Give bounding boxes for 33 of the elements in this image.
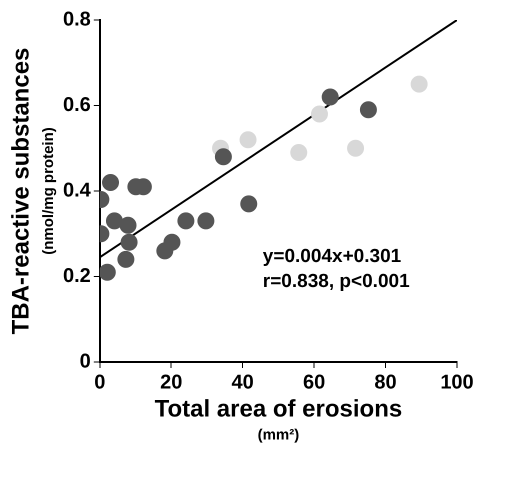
- x-axis-title: Total area of erosions (mm²): [154, 396, 402, 444]
- x-tick-label: 0: [94, 372, 106, 394]
- point: [197, 212, 214, 230]
- point: [102, 174, 120, 191]
- point: [106, 212, 123, 230]
- point: [310, 106, 328, 123]
- point: [214, 148, 232, 166]
- y-tick-label: 0.2: [62, 265, 91, 288]
- point: [322, 88, 339, 106]
- point: [240, 195, 258, 212]
- y-tick-label: 0.4: [62, 180, 92, 202]
- x-tick-label: 100: [440, 372, 474, 394]
- point: [177, 212, 194, 230]
- annotation: r=0.838, p<0.001: [262, 271, 410, 292]
- point: [347, 140, 364, 157]
- point: [163, 234, 180, 251]
- annotation: y=0.004x+0.301: [262, 246, 402, 267]
- point: [120, 234, 138, 251]
- point: [410, 76, 428, 93]
- y-tick-label: 0.6: [62, 94, 91, 116]
- y-tick-label: 0: [80, 350, 91, 373]
- point: [290, 144, 308, 162]
- y-axis-title: TBA-reactive substances (nmol/mg protein): [8, 48, 58, 334]
- point: [100, 264, 116, 281]
- point: [117, 250, 134, 268]
- point: [240, 131, 257, 148]
- y-tick-label: 0.8: [62, 8, 91, 31]
- point: [120, 216, 137, 234]
- x-tick-label: 20: [160, 372, 182, 394]
- x-tick-label: 60: [302, 372, 326, 394]
- x-tick-label: 80: [374, 372, 397, 394]
- point: [360, 101, 377, 118]
- x-tick-label: 40: [232, 372, 254, 394]
